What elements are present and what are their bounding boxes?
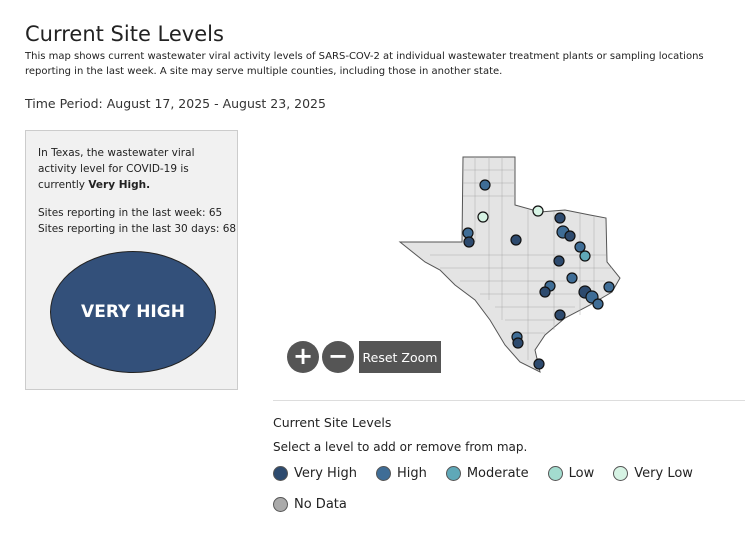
legend-label[interactable]: High <box>396 466 427 481</box>
legend-swatch[interactable] <box>445 466 461 481</box>
legend-swatch[interactable] <box>273 466 288 481</box>
legend-label[interactable]: Low <box>568 466 595 481</box>
stat-label: Sites reporting in the last 30 days: <box>38 223 220 235</box>
zoom-in-button[interactable] <box>287 341 319 373</box>
title: Current Site Levels <box>25 22 224 46</box>
legend-item[interactable]: Very Low <box>613 466 693 481</box>
legend-label[interactable]: Moderate <box>466 466 529 481</box>
stat-label: Sites reporting in the last week: <box>38 207 206 219</box>
legend-swatch[interactable] <box>613 466 629 481</box>
reset-zoom-button[interactable] <box>359 341 441 373</box>
legend-instruction: Select a level to add or remove from map… <box>273 440 528 454</box>
summary-text: In Texas, the wastewater viral activity … <box>38 145 233 193</box>
stat-value: 68 <box>222 223 237 235</box>
legend-label[interactable]: No Data <box>294 497 347 512</box>
legend-item[interactable]: No Data <box>273 497 347 512</box>
zoom-in-label[interactable]: + <box>293 342 313 370</box>
legend-swatch[interactable] <box>375 466 391 481</box>
summary-box: In Texas, the wastewater viral activity … <box>25 130 238 390</box>
legend-item[interactable]: High <box>375 466 427 481</box>
site-markers <box>462 179 615 370</box>
legend-label[interactable]: Very Low <box>634 466 693 481</box>
stats: Sites reporting in the last week: 65 Sit… <box>38 205 236 237</box>
legend-title: Current Site Levels <box>273 415 392 430</box>
legend: Very High High Moderate Low Very Low No Data <box>273 466 743 512</box>
legend-swatch[interactable] <box>273 497 288 512</box>
zoom-out-label[interactable]: − <box>328 342 348 370</box>
stat: Sites reporting in the last 30 days: 68 <box>38 221 236 237</box>
reset-zoom-label[interactable]: Reset Zoom <box>363 350 438 365</box>
legend-label[interactable]: Very High <box>294 466 357 481</box>
map[interactable]: + − Reset Zoom <box>280 140 630 380</box>
legend-item[interactable]: Moderate <box>445 466 529 481</box>
divider <box>273 400 745 401</box>
stat-value: 65 <box>208 207 223 219</box>
intro: In Texas, the wastewater viral activity … <box>38 147 195 191</box>
state-outline <box>398 156 621 373</box>
legend-item[interactable]: Low <box>547 466 595 481</box>
stat: Sites reporting in the last week: 65 <box>38 205 236 221</box>
level-badge: VERY HIGH <box>50 251 216 373</box>
zoom-out-button[interactable] <box>322 341 354 373</box>
description: This map shows current wastewater viral … <box>25 51 704 77</box>
level: Very High. <box>88 179 151 191</box>
legend-swatch[interactable] <box>547 466 563 481</box>
legend-item[interactable]: Very High <box>273 466 357 481</box>
time-period: Time Period: August 17, 2025 - August 23… <box>25 96 326 111</box>
